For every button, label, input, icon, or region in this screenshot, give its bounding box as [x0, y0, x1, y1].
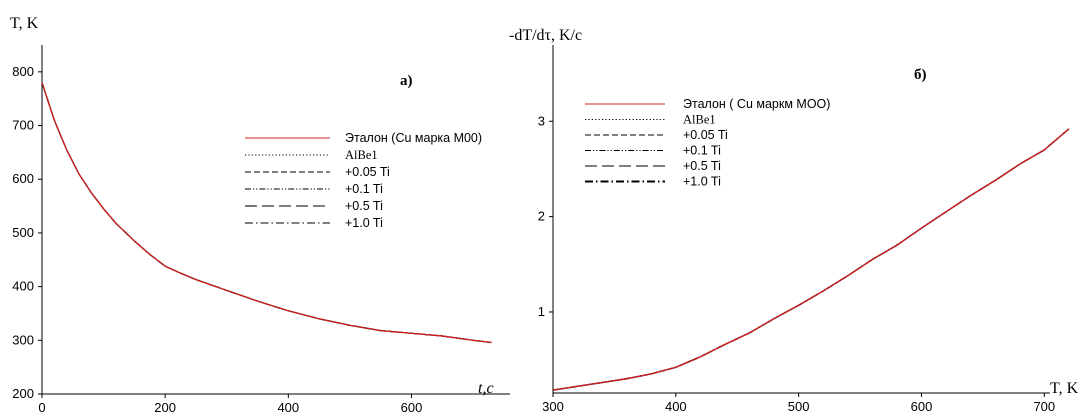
y-tick-label: 700 [12, 118, 34, 133]
series-line [552, 128, 1070, 391]
legend: Эталон ( Cu маркм МОО) AlBe1+0.05 Ti +0.1 … [585, 97, 830, 189]
chart-panel-a: 200 300 400 500 600 700 800 0 200 400 600 T, K t,c а)… [10, 15, 510, 415]
legend: Эталон (Cu марка М00) AlBe1 +0.05 Ti +0.1 T… [245, 131, 482, 230]
chart-panel-b: 1 2 3 300 400 500 600 700 -dT/dτ, K/c T, K б) Этало… [509, 27, 1079, 414]
x-tick-label: 600 [401, 400, 423, 415]
legend-label: +0.1 Ti [683, 144, 721, 158]
legend-label: +0.5 Ti [345, 199, 383, 213]
legend-label: AlBe1 [683, 113, 716, 127]
series-line [41, 82, 492, 344]
panel-label: б) [914, 67, 927, 83]
y-axis-label: -dT/dτ, K/c [509, 27, 582, 44]
series-line [552, 128, 1070, 391]
series-line [552, 128, 1070, 391]
series-line [552, 128, 1070, 391]
y-tick-label: 3 [538, 113, 545, 128]
y-tick-label: 2 [538, 209, 545, 224]
y-tick-label: 200 [12, 386, 34, 401]
legend-label: Эталон ( Cu маркм МОО) [683, 97, 830, 111]
x-tick-label: 200 [154, 400, 176, 415]
series-line-reference [41, 82, 492, 343]
legend-label: +0.05 Ti [683, 128, 728, 142]
legend-label: +1.0 Ti [683, 175, 721, 189]
legend-label: +0.5 Ti [683, 159, 721, 173]
legend-label: Эталон (Cu марка М00) [345, 131, 482, 145]
y-tick-label: 400 [12, 279, 34, 294]
x-tick-label: 700 [1033, 399, 1055, 414]
legend-label: +1.0 Ti [345, 216, 383, 230]
legend-label: +0.05 Ti [345, 165, 390, 179]
y-tick-label: 600 [12, 171, 34, 186]
x-tick-label: 400 [277, 400, 299, 415]
y-tick-label: 500 [12, 225, 34, 240]
x-tick-label: 400 [665, 399, 687, 414]
x-axis-label: T, K [1050, 380, 1079, 397]
y-tick-label: 300 [12, 332, 34, 347]
series-line [552, 128, 1070, 391]
panel-label: а) [400, 73, 413, 89]
x-tick-label: 600 [911, 399, 933, 414]
legend-label: +0.1 Ti [345, 182, 383, 196]
x-axis-label: t,c [478, 380, 494, 397]
y-tick-label: 1 [538, 304, 545, 319]
x-tick-label: 0 [38, 400, 45, 415]
y-axis-label: T, K [10, 15, 39, 32]
y-tick-label: 800 [12, 64, 34, 79]
x-tick-label: 300 [542, 399, 564, 414]
series-line [552, 128, 1070, 391]
legend-label: AlBe1 [345, 148, 378, 162]
series-line-reference [552, 128, 1070, 391]
x-tick-label: 500 [788, 399, 810, 414]
